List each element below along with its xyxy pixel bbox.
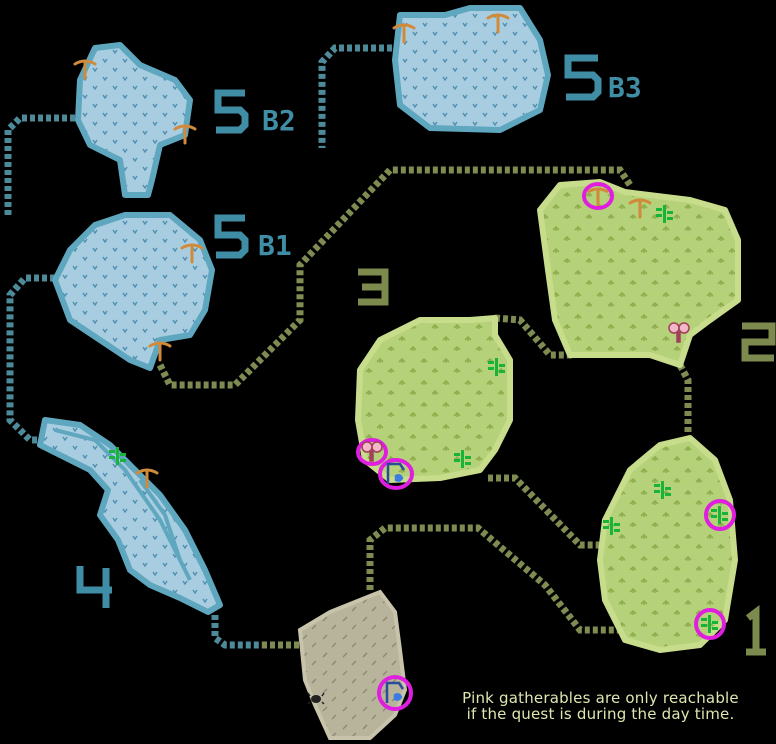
- mining-points: [73, 13, 652, 489]
- highlight-ring: [356, 438, 388, 466]
- path-3-1: [488, 474, 600, 549]
- label-2: [741, 322, 776, 362]
- label-4: [76, 566, 112, 608]
- path-5b1-4: [6, 274, 55, 444]
- herb-icon: [603, 517, 620, 535]
- area-camp: [297, 589, 408, 740]
- pickaxe-icon: [392, 23, 416, 44]
- area-5b2: [75, 42, 193, 198]
- area-4: [37, 417, 223, 615]
- path-4-camp: [211, 615, 262, 649]
- pickaxe-icon: [148, 341, 172, 362]
- forest-areas: [355, 179, 741, 653]
- note-line-2: if the quest is during the day time.: [466, 705, 735, 723]
- path-5b2-west: [4, 114, 75, 215]
- pickaxe-icon: [180, 243, 204, 264]
- herb-icon: [454, 450, 471, 468]
- area-2: [537, 179, 741, 368]
- note-line-1: Pink gatherables are only reachable: [462, 689, 739, 707]
- herb-icon: [701, 615, 718, 633]
- pickaxe-icon: [173, 124, 197, 145]
- highlight-ring: [704, 499, 736, 531]
- highlight-ring: [377, 675, 413, 711]
- highlight-ring: [378, 458, 414, 490]
- highlight-ring: [582, 182, 614, 210]
- day-gather-note: Pink gatherables are only reachable if t…: [428, 690, 773, 722]
- path-3-2: [494, 314, 575, 359]
- area-3: [355, 315, 513, 483]
- pickaxe-icon: [628, 198, 652, 219]
- herb-icon: [109, 447, 126, 465]
- herb-icon: [711, 506, 728, 524]
- bone-icon: [361, 441, 383, 462]
- area-5b1: [52, 212, 215, 371]
- bone-points: [361, 322, 690, 462]
- path-camp-1: [366, 524, 620, 634]
- herb-icon: [488, 358, 505, 376]
- label-5b2-sub: B2: [262, 104, 296, 137]
- fishing-rod-icon: [385, 681, 405, 703]
- fishing-rod-icon: [386, 462, 406, 484]
- area-1: [597, 435, 738, 653]
- path-5b1-2: [156, 166, 633, 389]
- label-5b3-sub: B3: [608, 71, 642, 104]
- label-5b2: [214, 89, 249, 134]
- fishing-points: [385, 462, 406, 703]
- herb-points: [109, 205, 728, 633]
- path-2-1: [676, 363, 692, 435]
- paths: [4, 44, 692, 649]
- cave-4-inner-lines: [54, 428, 192, 581]
- pickaxe-icon: [73, 59, 97, 80]
- pickaxe-icon: [135, 468, 159, 489]
- zone-labels: B2 B1 B3: [76, 54, 776, 656]
- highlight-ring: [694, 608, 726, 640]
- bug-icon: [307, 692, 325, 705]
- area-5b3: [392, 5, 551, 133]
- label-5b1: [214, 214, 249, 259]
- label-5b1-sub: B1: [258, 229, 292, 262]
- label-1: [745, 605, 766, 656]
- bone-icon: [668, 322, 690, 343]
- day-only-highlights: [356, 182, 736, 711]
- herb-icon: [656, 205, 673, 223]
- pickaxe-icon: [587, 187, 609, 206]
- herb-icon: [654, 481, 671, 499]
- cave-areas: [37, 5, 551, 615]
- path-5b3-west: [318, 44, 392, 148]
- label-3: [358, 268, 389, 306]
- pickaxe-icon: [486, 13, 510, 34]
- label-5b3: [564, 54, 602, 101]
